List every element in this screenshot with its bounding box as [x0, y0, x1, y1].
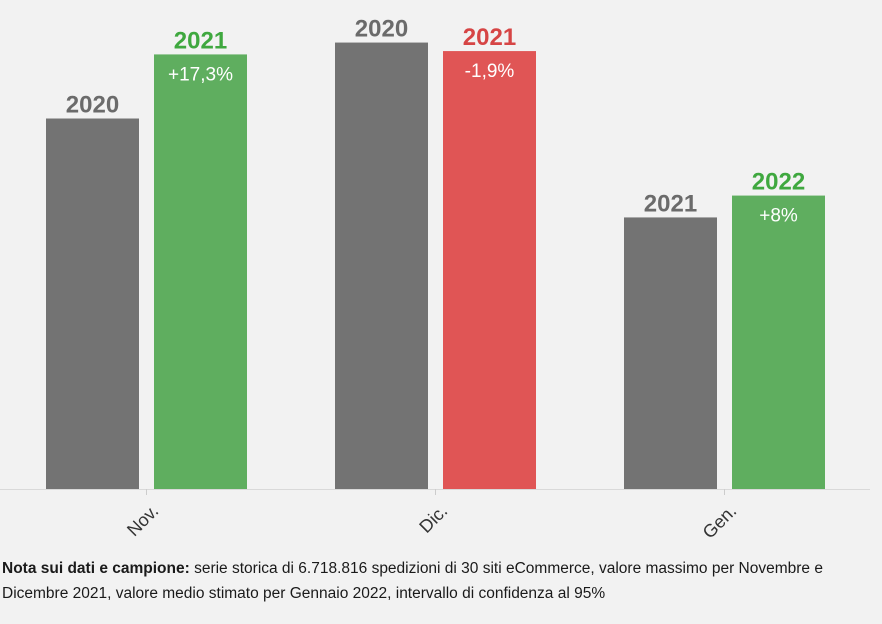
- bar-year-label: 2021: [644, 190, 697, 217]
- bar-year-label: 2022: [752, 169, 805, 196]
- bar-nov-2021: [154, 54, 247, 489]
- bar-change-label: +17,3%: [168, 64, 233, 85]
- bar-change-label: +8%: [759, 206, 798, 227]
- bar-change-label: -1,9%: [465, 61, 515, 82]
- bar-year-label: 2020: [355, 16, 408, 43]
- bar-nov-2020: [46, 118, 139, 490]
- data-note-text: serie storica di 6.718.816 spedizioni di…: [2, 560, 823, 602]
- data-note: Nota sui dati e campione: serie storica …: [2, 556, 872, 606]
- bar-dic-2021: [443, 51, 536, 490]
- x-tick-label: Nov.: [123, 501, 162, 540]
- bar-year-label: 2021: [174, 27, 227, 54]
- bar-gen-2021: [624, 217, 717, 489]
- data-note-heading: Nota sui dati e campione:: [2, 560, 190, 577]
- chart: 2020 2021 +17,3% Nov. 2020 2021 -1,9% Dic. 2021 2…: [0, 16, 870, 540]
- x-tick-label: Gen.: [699, 501, 741, 540]
- bar-dic-2020: [335, 42, 428, 490]
- bar-year-label: 2020: [66, 92, 119, 119]
- x-tick-label: Dic.: [415, 501, 451, 537]
- bar-chart-svg: 2020 2021 +17,3% Nov. 2020 2021 -1,9% Dic. 2021 2…: [0, 16, 870, 540]
- bar-year-label: 2021: [463, 24, 516, 51]
- bar-gen-2022: [732, 195, 825, 489]
